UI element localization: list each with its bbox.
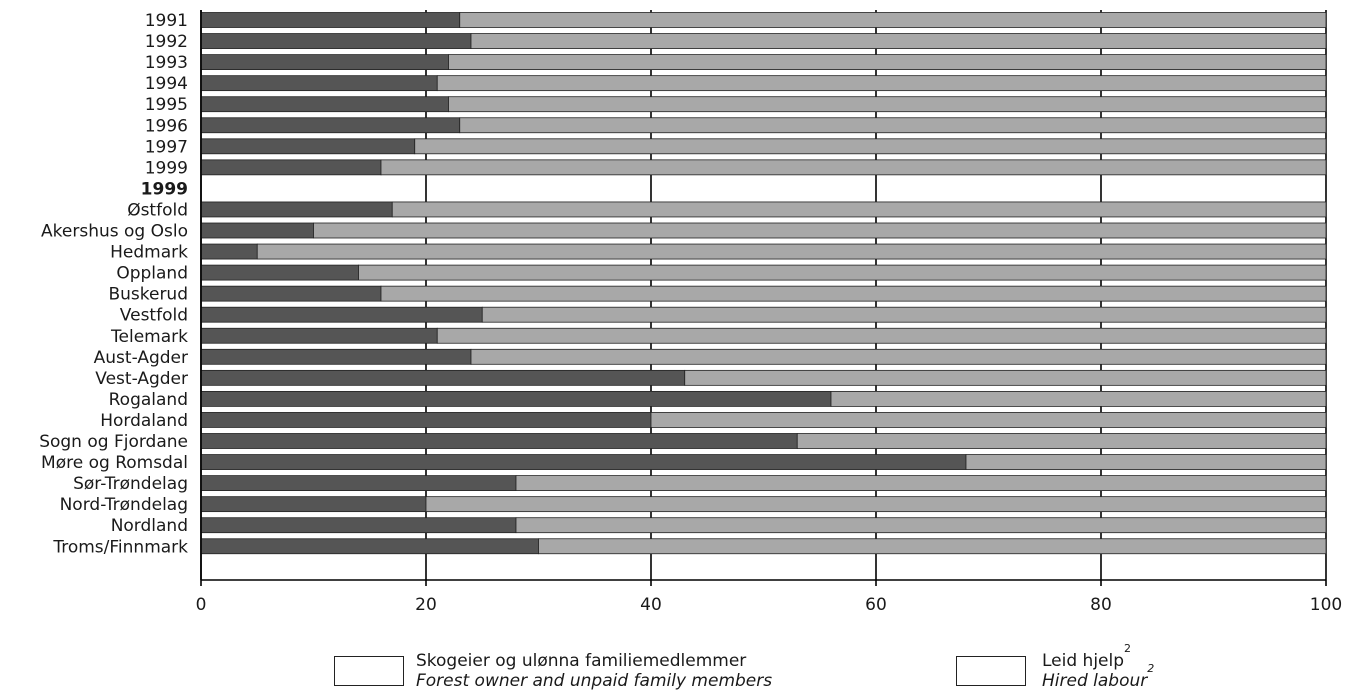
bar-hired-15 — [436, 327, 1327, 344]
bar-hired-25 — [538, 538, 1327, 555]
bar-hired-5 — [459, 117, 1327, 134]
category-label-24: Nordland — [111, 516, 188, 536]
bar-owner-12 — [200, 264, 359, 281]
legend-label-owner: Skogeier og ulønna familiemedlemmer Fore… — [416, 651, 772, 691]
x-tick-label-4: 80 — [1090, 595, 1112, 610]
bar-hired-0 — [459, 12, 1327, 28]
bar-hired-18 — [830, 390, 1327, 407]
category-label-25: Troms/Finnmark — [52, 537, 188, 557]
bar-hired-21 — [965, 454, 1327, 470]
legend-label-owner-no: Skogeier og ulønna familiemedlemmer — [416, 651, 747, 671]
bar-owner-7 — [200, 159, 382, 176]
bar-owner-2 — [200, 54, 449, 70]
bar-hired-2 — [448, 54, 1327, 70]
category-label-1: 1992 — [145, 32, 188, 52]
bar-hired-9 — [391, 201, 1327, 218]
bar-owner-13 — [200, 285, 382, 302]
x-tick-label-2: 40 — [640, 595, 662, 610]
x-tick-label-1: 20 — [415, 595, 437, 610]
bar-hired-22 — [515, 475, 1327, 492]
bar-hired-20 — [796, 433, 1327, 449]
bar-hired-13 — [380, 285, 1327, 302]
legend-hired-en-text: Hired labour — [1042, 671, 1148, 691]
bar-owner-5 — [200, 117, 461, 134]
category-label-10: Akershus og Oslo — [41, 222, 188, 242]
bar-hired-1 — [470, 33, 1327, 49]
legend-swatch-hired — [956, 656, 1026, 686]
bar-owner-21 — [200, 454, 967, 470]
bar-owner-18 — [200, 390, 832, 407]
bar-hired-17 — [684, 369, 1327, 386]
bar-owner-4 — [200, 96, 449, 113]
category-label-15: Telemark — [110, 327, 188, 347]
bar-hired-24 — [515, 517, 1327, 534]
category-label-9: Østfold — [127, 200, 188, 220]
bar-hired-11 — [256, 243, 1327, 260]
x-tick-label-0: 0 — [196, 595, 207, 610]
bar-owner-25 — [200, 538, 539, 555]
bar-hired-16 — [470, 348, 1327, 365]
legend-label-hired-no: Leid hjelp2 — [1042, 643, 1154, 671]
category-label-5: 1996 — [145, 116, 188, 136]
bar-owner-10 — [200, 222, 314, 239]
category-label-16: Aust-Agder — [94, 348, 188, 368]
legend-swatch-owner — [334, 656, 404, 686]
category-label-13: Buskerud — [108, 285, 188, 305]
legend-hired-no-text: Leid hjelp — [1042, 651, 1125, 671]
bar-owner-20 — [200, 433, 798, 449]
category-label-12: Oppland — [116, 264, 188, 284]
category-label-0: 1991 — [145, 11, 188, 31]
category-label-6: 1997 — [145, 137, 188, 157]
category-label-23: Nord-Trøndelag — [60, 495, 188, 515]
legend-label-hired-en: Hired labour2 — [1042, 663, 1154, 691]
bar-owner-17 — [200, 369, 686, 386]
bar-owner-16 — [200, 348, 472, 365]
bar-owner-22 — [200, 475, 517, 492]
legend-label-owner-en: Forest owner and unpaid family members — [416, 671, 773, 691]
bar-owner-15 — [200, 327, 438, 344]
legend-hired-no-footnote: 2 — [1124, 642, 1132, 655]
x-tick-label-3: 60 — [865, 595, 887, 610]
bar-hired-19 — [650, 412, 1327, 428]
bar-hired-12 — [358, 264, 1327, 281]
bar-hired-7 — [380, 159, 1327, 176]
category-label-4: 1995 — [145, 95, 188, 115]
category-label-22: Sør-Trøndelag — [73, 474, 188, 494]
category-label-19: Hordaland — [100, 411, 188, 431]
bar-owner-11 — [200, 243, 258, 260]
legend-hired-en-footnote: 2 — [1147, 662, 1155, 675]
category-label-14: Vestfold — [120, 306, 188, 326]
bar-owner-14 — [200, 306, 483, 323]
category-label-21: Møre og Romsdal — [41, 453, 188, 473]
category-label-20: Sogn og Fjordane — [39, 432, 188, 452]
category-label-2: 1993 — [145, 53, 188, 73]
category-label-17: Vest-Agder — [95, 369, 188, 389]
category-label-8: 1999 — [141, 179, 188, 199]
bar-owner-24 — [200, 517, 517, 534]
category-label-18: Rogaland — [109, 390, 188, 410]
x-tick-label-5: 100 — [1310, 595, 1342, 610]
bar-hired-4 — [448, 96, 1327, 113]
category-label-3: 1994 — [145, 74, 188, 94]
bar-hired-14 — [481, 306, 1327, 323]
bar-owner-9 — [200, 201, 393, 218]
stacked-bar-chart: 199119921993199419951996199719991999Østf… — [39, 10, 1342, 610]
bar-hired-3 — [436, 75, 1327, 92]
bar-owner-19 — [200, 412, 652, 428]
category-label-11: Hedmark — [110, 243, 188, 263]
bar-owner-0 — [200, 12, 461, 28]
category-label-7: 1999 — [145, 158, 188, 178]
bar-owner-23 — [200, 496, 427, 513]
bar-hired-10 — [313, 222, 1327, 239]
bar-hired-23 — [425, 496, 1327, 513]
bar-hired-6 — [414, 138, 1327, 155]
bar-owner-6 — [200, 138, 416, 155]
bar-owner-3 — [200, 75, 438, 92]
legend-label-hired: Leid hjelp2 Hired labour2 — [1042, 643, 1154, 691]
bar-owner-1 — [200, 33, 472, 49]
